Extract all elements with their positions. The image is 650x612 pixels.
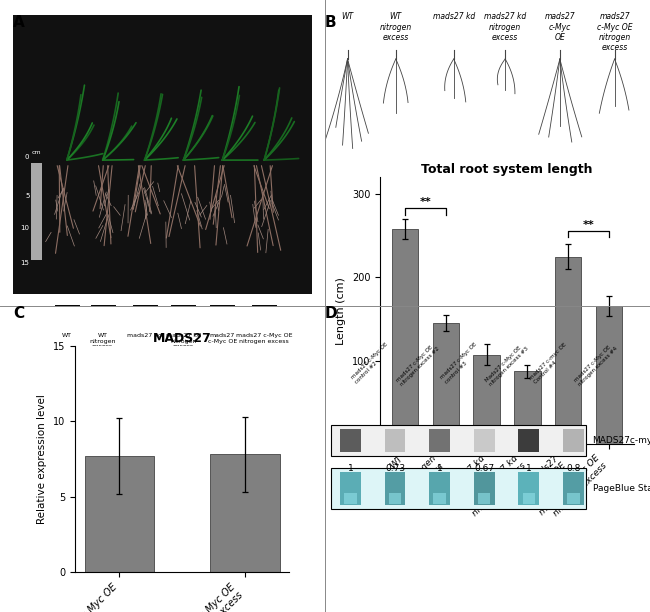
- Text: cm: cm: [32, 149, 42, 154]
- Text: mads27 c-Myc OE
nitrogen excess #2: mads27 c-Myc OE nitrogen excess #2: [395, 342, 440, 387]
- Bar: [474, 429, 495, 452]
- Text: WT
nitrogen
excess: WT nitrogen excess: [90, 333, 116, 349]
- Text: 0: 0: [25, 154, 29, 160]
- Text: mads27
c-Myc OE: mads27 c-Myc OE: [207, 333, 237, 343]
- Bar: [473, 355, 500, 444]
- Bar: [563, 429, 584, 452]
- Bar: [519, 472, 540, 505]
- Text: PageBlue Staining: PageBlue Staining: [593, 484, 650, 493]
- Y-axis label: Relative expression level: Relative expression level: [37, 394, 47, 524]
- Bar: [478, 493, 491, 504]
- Text: 0.67: 0.67: [474, 464, 494, 473]
- Title: Total root system length: Total root system length: [421, 163, 593, 176]
- Bar: [429, 472, 450, 505]
- Text: D: D: [325, 306, 337, 321]
- Text: mads27 kd: mads27 kd: [127, 333, 162, 338]
- Bar: [332, 468, 586, 509]
- Bar: [340, 472, 361, 505]
- Bar: [474, 472, 495, 505]
- Text: 0.8: 0.8: [566, 464, 580, 473]
- Bar: [389, 493, 401, 504]
- Text: 1: 1: [437, 464, 443, 473]
- Text: mads27
c-Myc OE
nitrogen
excess: mads27 c-Myc OE nitrogen excess: [597, 12, 632, 53]
- Bar: [563, 472, 584, 505]
- Bar: [31, 163, 42, 260]
- Text: MADS27c-myc: MADS27c-myc: [593, 436, 650, 445]
- Bar: [84, 456, 153, 572]
- Bar: [211, 455, 280, 572]
- Text: A: A: [13, 15, 25, 31]
- Text: 15: 15: [21, 260, 29, 266]
- Text: 0.73: 0.73: [385, 464, 405, 473]
- Bar: [385, 472, 406, 505]
- Text: mads27 kd
nitrogen
excess: mads27 kd nitrogen excess: [484, 12, 526, 42]
- Text: 1: 1: [348, 464, 354, 473]
- Bar: [344, 493, 357, 504]
- Text: 10: 10: [20, 225, 29, 231]
- Text: mads27 kd
nitrogen
excess: mads27 kd nitrogen excess: [166, 333, 201, 349]
- Bar: [392, 229, 419, 444]
- Text: 1: 1: [526, 464, 532, 473]
- Bar: [332, 425, 586, 456]
- Bar: [432, 323, 459, 444]
- Y-axis label: Length (cm): Length (cm): [337, 277, 346, 345]
- Bar: [429, 429, 450, 452]
- Bar: [514, 371, 541, 444]
- Text: C: C: [13, 306, 24, 321]
- Text: mads27
c-Myc
OE: mads27 c-Myc OE: [545, 12, 575, 42]
- Text: WT: WT: [341, 12, 354, 21]
- Text: mads27 kd: mads27 kd: [433, 12, 474, 21]
- Bar: [519, 429, 540, 452]
- Text: WT: WT: [62, 333, 72, 338]
- Bar: [385, 429, 406, 452]
- Bar: [555, 256, 582, 444]
- Text: B: B: [325, 15, 337, 31]
- Bar: [434, 493, 446, 504]
- Text: **: **: [582, 220, 595, 230]
- Text: mads27 c-Myc OE
control #3: mads27 c-Myc OE control #3: [439, 342, 482, 384]
- Text: **: **: [419, 198, 432, 207]
- Bar: [340, 429, 361, 452]
- Text: mads27 c-myc OE
Control #4: mads27 c-myc OE Control #4: [529, 342, 572, 385]
- Text: WT
nitrogen
excess: WT nitrogen excess: [380, 12, 412, 42]
- Title: MADS27: MADS27: [153, 332, 211, 345]
- Bar: [595, 307, 622, 444]
- Text: 5: 5: [25, 193, 29, 199]
- Text: mads27 c-Myc OE
control #2: mads27 c-Myc OE control #2: [350, 342, 393, 384]
- Text: Mads27 c-Myc OE
nitrogen excess #3: Mads27 c-Myc OE nitrogen excess #3: [484, 342, 530, 387]
- Bar: [523, 493, 535, 504]
- Bar: [567, 493, 580, 504]
- Text: mads27 c-Myc OE
nitrogen excess: mads27 c-Myc OE nitrogen excess: [236, 333, 292, 343]
- Text: mads27 c-Myc OE
nitrogen excess #4: mads27 c-Myc OE nitrogen excess #4: [573, 342, 619, 387]
